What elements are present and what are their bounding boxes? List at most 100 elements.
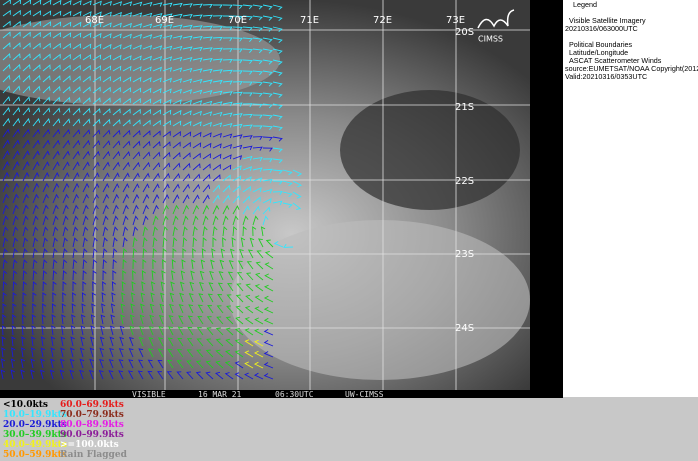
wind-barb — [2, 270, 8, 281]
wind-barb — [202, 163, 211, 171]
wind-barb — [122, 151, 131, 160]
wind-barb — [32, 85, 41, 94]
wind-barb — [82, 204, 89, 215]
wind-barb — [182, 46, 193, 51]
wind-barb — [272, 200, 283, 206]
wind-barb — [92, 270, 97, 281]
wind-barb — [2, 96, 11, 105]
wind-barb — [252, 92, 263, 97]
wind-barb — [162, 88, 172, 94]
wind-barb — [205, 349, 214, 358]
wind-barb — [262, 215, 269, 226]
wind-barb — [109, 336, 115, 347]
wind-barb — [208, 282, 214, 292]
wind-barb — [129, 314, 135, 325]
wind-barb — [235, 305, 244, 314]
wind-barb — [52, 182, 60, 193]
speed-legend-item: 70.0–79.9kts — [60, 410, 124, 420]
wind-barb — [32, 10, 41, 17]
wind-barb — [112, 54, 122, 61]
wind-barb — [81, 292, 87, 303]
wind-barb — [82, 193, 89, 204]
wind-barb — [272, 37, 283, 44]
wind-barb — [152, 87, 162, 94]
wind-barb — [52, 21, 62, 28]
wind-barb — [62, 292, 67, 303]
wind-barb — [132, 108, 141, 116]
wind-barb — [109, 347, 114, 358]
wind-barb — [152, 98, 162, 105]
wind-barb — [242, 124, 253, 129]
wind-barb — [59, 358, 65, 369]
wind-barb — [263, 362, 274, 369]
wind-barb — [92, 193, 99, 204]
wind-barb — [252, 26, 263, 32]
wind-barb — [192, 237, 197, 248]
wind-barb — [137, 370, 144, 380]
wind-barb — [215, 360, 224, 369]
wind-barb — [152, 183, 160, 193]
wind-barb — [129, 325, 135, 336]
wind-barb — [40, 358, 45, 369]
wind-barb — [92, 0, 102, 6]
wind-barb — [152, 34, 163, 40]
wind-barb — [101, 292, 106, 303]
wind-barb — [120, 314, 125, 325]
wind-barb — [292, 169, 303, 177]
wind-barb — [162, 109, 172, 116]
wind-barb — [272, 191, 283, 196]
wind-barb — [160, 281, 166, 292]
wind-barb — [42, 303, 47, 314]
wind-barb — [232, 134, 243, 139]
wind-barb — [232, 15, 243, 20]
wind-barb — [119, 325, 125, 336]
wind-barb — [92, 107, 101, 116]
wind-barb — [132, 1, 143, 7]
wind-barb — [112, 193, 120, 204]
wind-barb — [162, 45, 173, 51]
speed-legend-item: 20.0–29.9kts — [3, 420, 67, 430]
wind-barb — [132, 140, 141, 149]
wind-barb — [138, 337, 144, 347]
wind-barb — [52, 259, 58, 270]
wind-barb — [132, 66, 142, 72]
wind-barb — [253, 339, 264, 347]
wind-barb — [142, 130, 151, 138]
wind-barb — [102, 161, 110, 171]
wind-barb — [236, 283, 244, 292]
wind-barb — [202, 79, 213, 84]
wind-barb — [62, 64, 71, 72]
wind-barb — [252, 15, 263, 21]
wind-barb — [92, 215, 99, 226]
wind-barb — [207, 305, 214, 314]
wind-barb — [142, 12, 153, 18]
wind-barb — [111, 292, 116, 303]
wind-barb — [166, 371, 174, 380]
wind-barb — [222, 143, 233, 149]
wind-barb — [187, 326, 194, 336]
wind-barb — [242, 81, 253, 86]
wind-barb — [242, 226, 247, 237]
wind-barb — [172, 99, 182, 105]
wind-barb — [99, 347, 105, 358]
wind-barb — [172, 204, 179, 215]
wind-barb — [245, 272, 254, 281]
wind-barb — [263, 317, 274, 325]
lon-label: 73E — [446, 15, 465, 26]
wind-barb — [152, 130, 161, 138]
wind-barb — [142, 55, 152, 61]
wind-barb — [142, 98, 152, 105]
wind-barb — [72, 281, 77, 291]
wind-barb — [21, 314, 27, 325]
wind-barb — [242, 59, 253, 64]
wind-barb — [172, 162, 181, 171]
wind-barb — [32, 270, 38, 281]
wind-barb — [112, 248, 118, 259]
wind-barb — [2, 292, 7, 303]
wind-barb — [234, 372, 244, 380]
wind-barb — [222, 15, 233, 20]
wind-barb — [132, 215, 139, 226]
wind-barb — [232, 113, 243, 118]
wind-barb — [122, 140, 131, 149]
